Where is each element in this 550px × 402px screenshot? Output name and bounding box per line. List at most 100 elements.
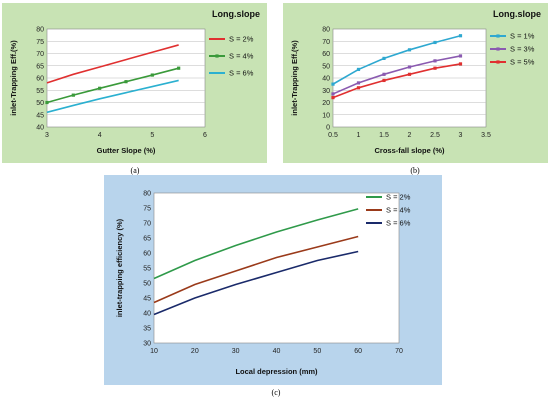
legend-marker — [496, 60, 500, 64]
data-point — [45, 100, 49, 105]
y-tick-label: 35 — [143, 326, 151, 333]
y-tick-label: 50 — [143, 281, 151, 288]
x-tick-label: 1 — [357, 132, 361, 139]
legend-label: S = 4% — [386, 206, 411, 215]
y-tick-label: 30 — [143, 341, 151, 348]
x-tick-label: 3.5 — [481, 132, 491, 139]
legend-label: S = 3% — [510, 45, 535, 54]
legend-label: S = 4% — [229, 52, 254, 61]
y-axis-label: inlet-trapping efficiency (%) — [115, 218, 124, 317]
y-tick-label: 60 — [322, 51, 330, 58]
data-point — [71, 93, 75, 97]
series-line-3 — [153, 250, 359, 316]
y-tick-label: 70 — [36, 51, 44, 58]
data-point — [356, 86, 361, 90]
y-tick-label: 65 — [143, 236, 151, 243]
y-tick-label: 40 — [322, 76, 330, 83]
data-point — [433, 40, 437, 45]
y-tick-label: 80 — [143, 191, 151, 198]
chart-title: Long.slope — [212, 9, 260, 19]
y-tick-label: 75 — [143, 206, 151, 213]
y-axis-label: inlet-Trapping Eff.(%) — [290, 40, 299, 116]
chart-b: 0 10 20 30 40 50 60 70 80 0.5 1 1.5 2 2.5 3 3.5 S = 1% S … — [283, 3, 548, 163]
data-point — [382, 72, 386, 76]
y-tick-label: 50 — [36, 100, 44, 107]
data-point — [124, 80, 128, 84]
data-point — [433, 59, 437, 63]
x-tick-label: 40 — [273, 348, 281, 355]
legend-marker — [215, 54, 219, 58]
series-line-1 — [153, 208, 359, 280]
legend-label: S = 6% — [229, 69, 254, 78]
chart-c: 30 35 40 45 50 55 60 65 70 75 80 10 20 30 40 50 60 70 S = … — [104, 175, 442, 385]
y-tick-label: 0 — [326, 125, 330, 132]
y-tick-label: 40 — [143, 311, 151, 318]
data-point — [407, 72, 412, 76]
caption-b: (b) — [410, 166, 420, 175]
caption-a: (a) — [130, 166, 140, 175]
chart-title: Long.slope — [493, 9, 541, 19]
data-point — [356, 67, 361, 72]
y-tick-label: 80 — [36, 27, 44, 34]
y-tick-label: 30 — [322, 88, 330, 95]
panel-c: 30 35 40 45 50 55 60 65 70 75 80 10 20 30 40 50 60 70 S = … — [104, 175, 442, 385]
x-tick-label: 2.5 — [430, 132, 440, 139]
x-tick-label: 0.5 — [328, 132, 338, 139]
x-tick-label: 2 — [408, 132, 412, 139]
series-line-2 — [332, 55, 461, 95]
x-tick-label: 5 — [150, 132, 154, 139]
panel-b: 0 10 20 30 40 50 60 70 80 0.5 1 1.5 2 2.5 3 3.5 S = 1% S … — [283, 3, 548, 163]
data-point — [331, 96, 335, 100]
y-tick-label: 60 — [143, 251, 151, 258]
y-tick-label: 40 — [36, 125, 44, 132]
data-point — [382, 78, 386, 83]
caption-c: (c) — [271, 388, 281, 397]
legend-label: S = 2% — [386, 193, 411, 202]
x-tick-label: 20 — [191, 348, 199, 355]
y-tick-label: 70 — [143, 221, 151, 228]
y-tick-label: 45 — [36, 112, 44, 119]
data-point — [331, 92, 335, 96]
x-tick-label: 1.5 — [379, 132, 389, 139]
series-line-2 — [153, 235, 359, 304]
legend-marker — [496, 47, 500, 51]
data-point — [382, 56, 386, 60]
x-tick-label: 6 — [203, 132, 207, 139]
plot-area — [153, 192, 400, 344]
y-tick-label: 60 — [36, 76, 44, 83]
data-point — [458, 62, 463, 66]
y-tick-label: 20 — [322, 100, 330, 107]
x-tick-label: 3 — [459, 132, 463, 139]
data-point — [356, 81, 361, 85]
x-tick-label: 10 — [150, 348, 158, 355]
data-point — [98, 86, 102, 90]
series-line-3 — [46, 79, 179, 114]
x-axis-label: Gutter Slope (%) — [97, 146, 156, 155]
x-tick-label: 50 — [313, 348, 321, 355]
x-axis-label: Local depression (mm) — [235, 367, 318, 376]
data-point — [177, 66, 181, 70]
data-point — [433, 66, 437, 70]
data-point — [458, 34, 463, 38]
legend-marker — [496, 34, 500, 38]
legend-label: S = 2% — [229, 35, 254, 44]
x-tick-label: 3 — [45, 132, 49, 139]
series-line-1 — [332, 34, 461, 85]
y-tick-label: 70 — [322, 39, 330, 46]
series-line-3 — [332, 63, 461, 99]
panel-a: 40 45 50 55 60 65 70 75 80 3 4 5 6 S = 2% S = 4% S = 6%… — [2, 3, 267, 163]
data-point — [331, 82, 335, 86]
data-point — [407, 65, 412, 69]
series-line-2 — [46, 67, 179, 104]
x-tick-label: 60 — [354, 348, 362, 355]
y-tick-label: 80 — [322, 27, 330, 34]
legend-label: S = 1% — [510, 32, 535, 41]
data-point — [458, 54, 463, 58]
y-tick-label: 55 — [143, 266, 151, 273]
series-line-1 — [46, 44, 179, 84]
y-tick-label: 45 — [143, 296, 151, 303]
legend-label: S = 5% — [510, 58, 535, 67]
y-tick-label: 10 — [322, 112, 330, 119]
x-tick-label: 70 — [395, 348, 403, 355]
